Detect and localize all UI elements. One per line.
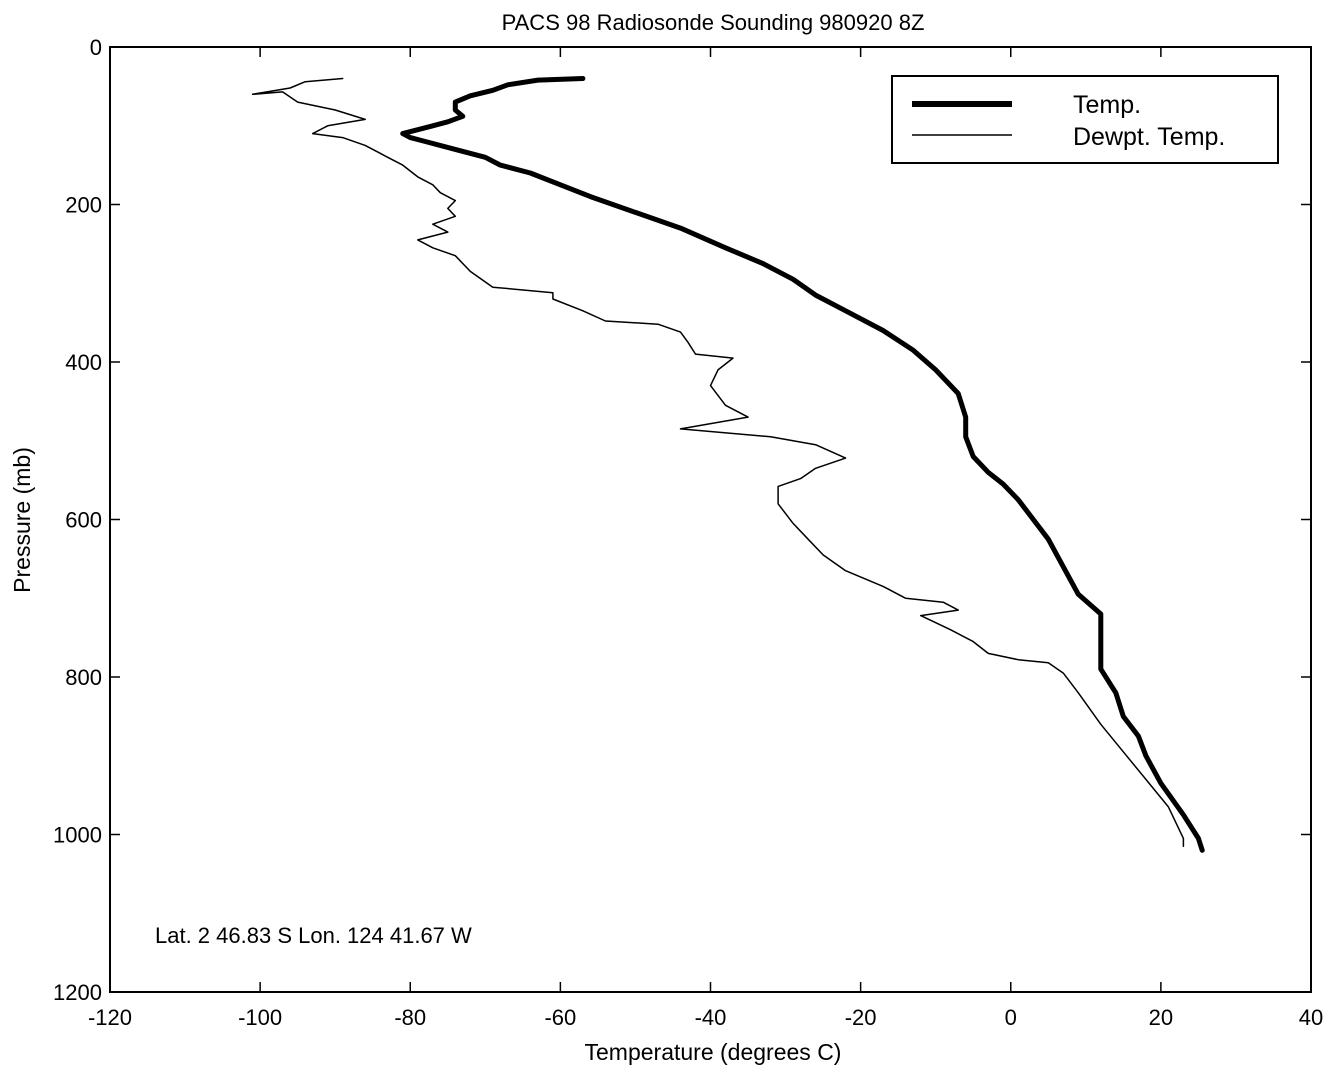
- y-tick-label: 800: [65, 665, 102, 690]
- y-axis: 0 200 400 600 800 1000 1200: [53, 35, 1311, 1005]
- series-layer: [251, 76, 1205, 853]
- x-tick-label: -40: [695, 1005, 727, 1030]
- y-tick-label: 400: [65, 350, 102, 375]
- x-tick-label: 0: [1005, 1005, 1017, 1030]
- legend: Temp. Dewpt. Temp.: [891, 75, 1279, 164]
- chart-title: PACS 98 Radiosonde Sounding 980920 8Z: [502, 10, 925, 35]
- y-tick-label: 600: [65, 508, 102, 533]
- x-tick-label: -80: [394, 1005, 426, 1030]
- legend-box: [891, 75, 1279, 164]
- legend-label-temp: Temp.: [1073, 91, 1141, 119]
- legend-label-dewpt: Dewpt. Temp.: [1073, 123, 1225, 151]
- x-axis-title: Temperature (degrees C): [585, 1039, 842, 1065]
- y-tick-label: 200: [65, 193, 102, 218]
- x-axis: -120 -100 -80 -60 -40 -20 0 20 40: [88, 47, 1323, 1030]
- y-tick-label: 1200: [53, 980, 102, 1005]
- series-line-temp: [400, 76, 1205, 853]
- x-tick-label: -20: [845, 1005, 877, 1030]
- x-tick-label: 20: [1149, 1005, 1173, 1030]
- location-annotation: Lat. 2 46.83 S Lon. 124 41.67 W: [155, 923, 472, 948]
- y-axis-title: Pressure (mb): [9, 447, 35, 593]
- x-tick-label: -100: [238, 1005, 282, 1030]
- plot-area: [109, 46, 1312, 993]
- x-tick-label: 40: [1299, 1005, 1323, 1030]
- x-tick-label: -60: [544, 1005, 576, 1030]
- x-tick-label: -120: [88, 1005, 132, 1030]
- y-tick-label: 1000: [53, 823, 102, 848]
- y-tick-label: 0: [90, 35, 102, 60]
- series-line-dewpoint: [251, 77, 1185, 848]
